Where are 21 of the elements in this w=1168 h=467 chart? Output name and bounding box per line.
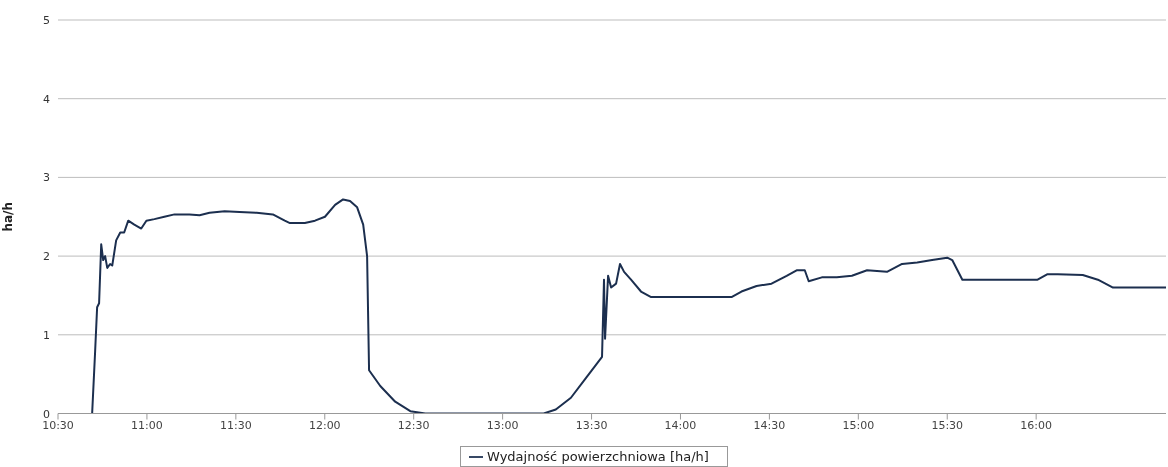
y-tick-label: 2 bbox=[43, 250, 50, 264]
x-tick-label: 13:30 bbox=[575, 419, 608, 433]
x-tick-label: 13:00 bbox=[486, 419, 519, 433]
x-tick-label: 14:00 bbox=[664, 419, 697, 433]
y-tick-label: 3 bbox=[43, 171, 50, 185]
y-tick-label: 4 bbox=[43, 92, 50, 106]
x-tick-label: 12:00 bbox=[308, 419, 341, 433]
x-tick-label: 10:30 bbox=[42, 419, 74, 433]
legend-label: Wydajność powierzchniowa [ha/h] bbox=[487, 448, 709, 464]
line-series bbox=[91, 198, 1166, 414]
y-axis-title: ha/h bbox=[1, 201, 16, 232]
x-tick-label: 11:00 bbox=[131, 419, 163, 433]
x-tick-label: 15:30 bbox=[931, 419, 964, 433]
y-tick-label: 1 bbox=[43, 328, 50, 342]
y-tick-label: 0 bbox=[43, 407, 50, 421]
x-tick-label: 16:00 bbox=[1020, 419, 1053, 433]
x-tick-label: 14:30 bbox=[753, 419, 786, 433]
y-tick-label: 5 bbox=[43, 14, 50, 27]
x-tick-label: 15:00 bbox=[842, 419, 875, 433]
x-tick-label: 11:30 bbox=[220, 419, 252, 433]
x-tick-label: 12:30 bbox=[397, 419, 430, 433]
